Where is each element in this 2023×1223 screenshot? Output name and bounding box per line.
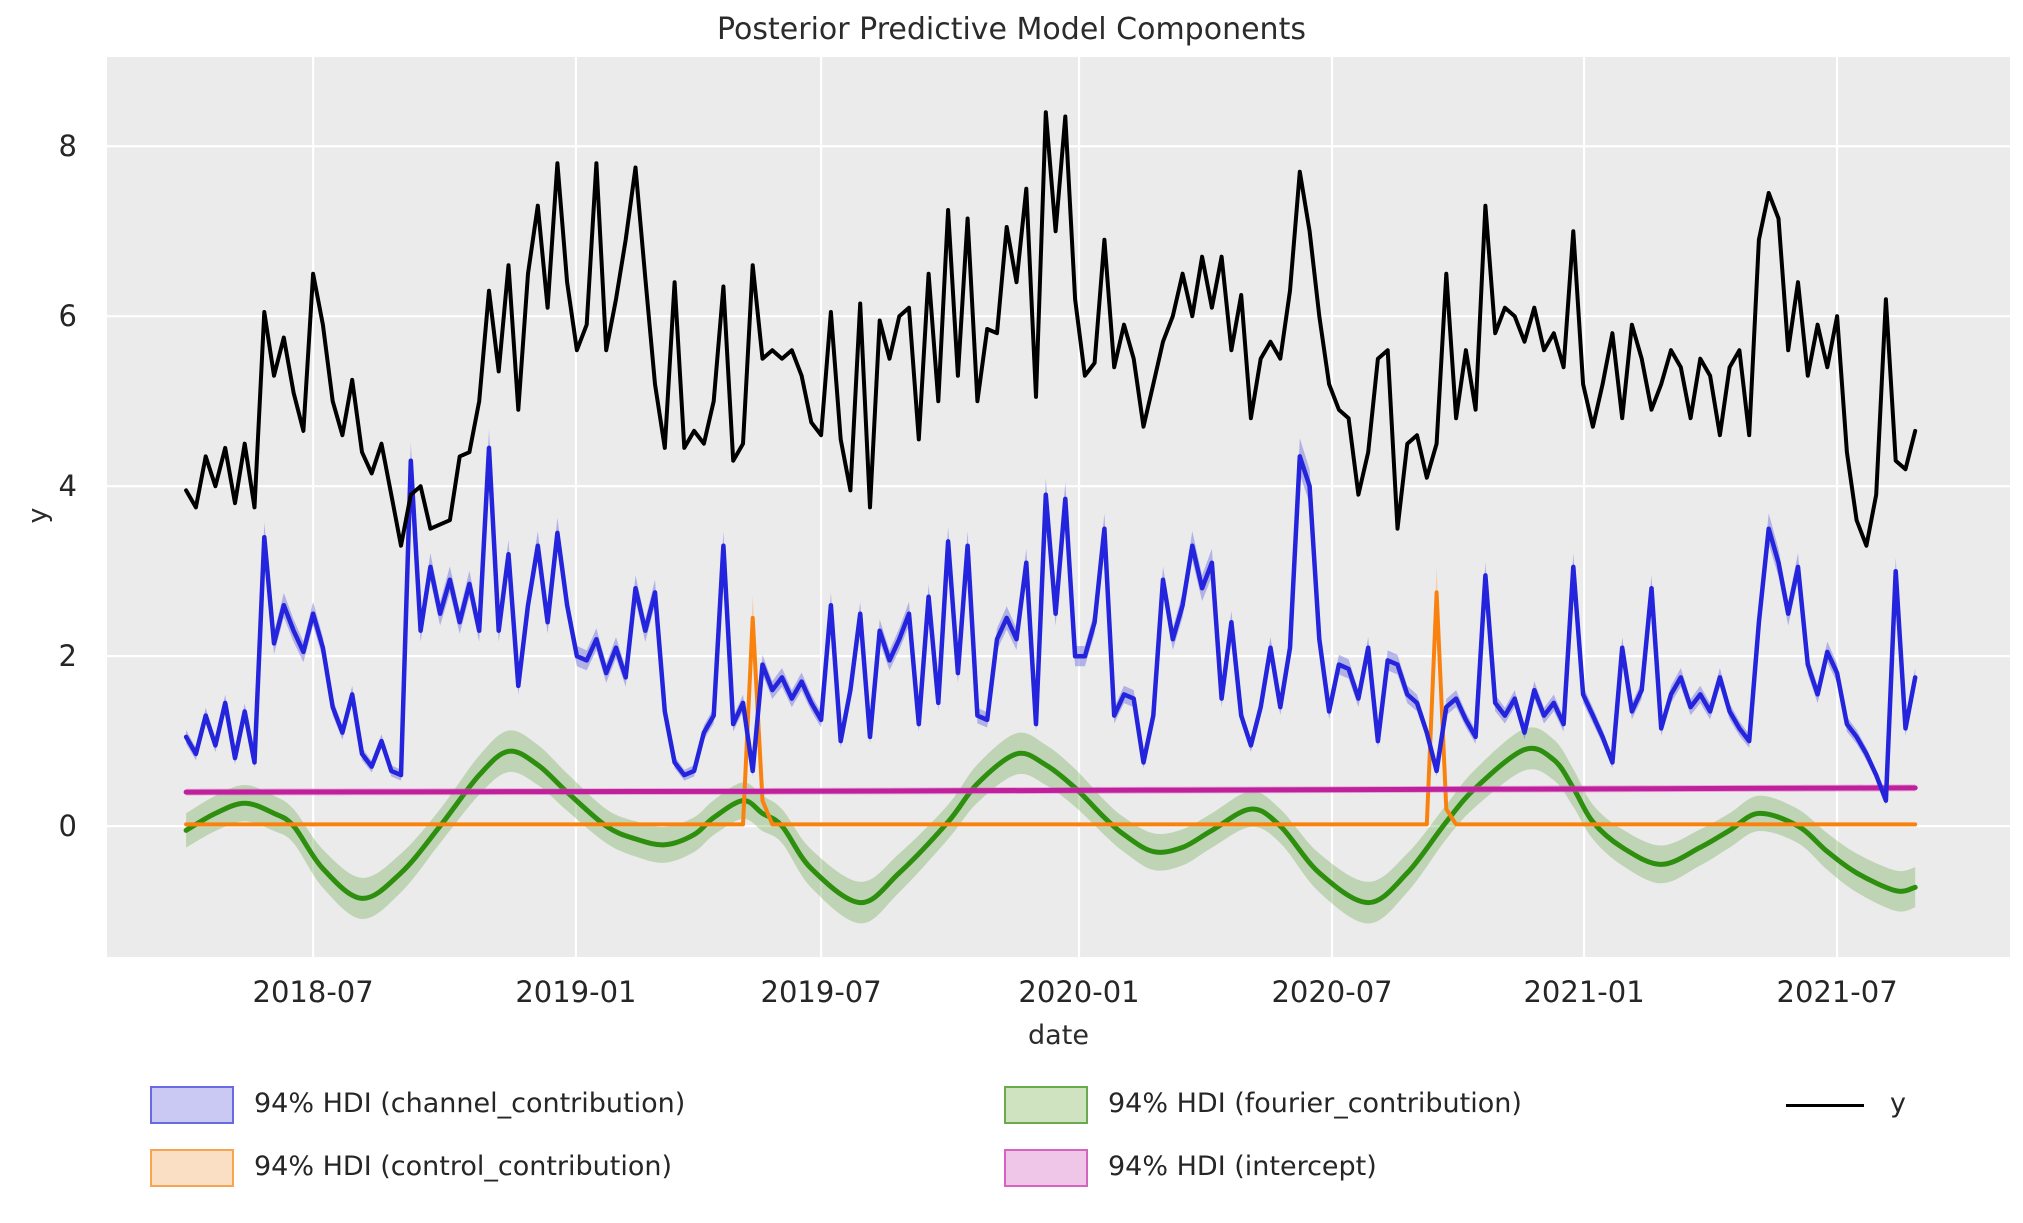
y-tick-label: 4 [59, 469, 77, 503]
fourier_contribution-line [183, 745, 1918, 906]
legend-label-fourier: 94% HDI (fourier_contribution) [1108, 1088, 1522, 1119]
x-tick-label: 2019-07 [761, 975, 882, 1009]
y-tick-label: 8 [59, 129, 77, 163]
series-group [183, 110, 1918, 924]
intercept-line [183, 785, 1918, 795]
x-tick-label: 2019-01 [515, 975, 636, 1009]
fourier_contribution-hdi-band [186, 727, 1916, 924]
x-tick-label: 2021-07 [1777, 975, 1898, 1009]
x-tick-label: 2021-01 [1523, 975, 1644, 1009]
intercept-hdi-swatch [1004, 1149, 1088, 1187]
y-tick-label: 6 [59, 299, 77, 333]
chart-title: Posterior Predictive Model Components [717, 12, 1306, 47]
fourier-hdi-swatch [1004, 1086, 1088, 1124]
channel_contribution-line [183, 445, 1918, 803]
y-line-swatch [1786, 1104, 1864, 1107]
y-tick-label: 2 [59, 639, 77, 673]
x-tick-label: 2020-07 [1271, 975, 1392, 1009]
x-axis-label: date [1028, 1020, 1089, 1051]
y-line [184, 110, 1918, 548]
legend-label-control: 94% HDI (control_contribution) [254, 1151, 673, 1182]
channel-hdi-swatch [150, 1086, 234, 1124]
legend-label-intercept: 94% HDI (intercept) [1108, 1151, 1377, 1182]
y-axis-label: y [22, 507, 54, 524]
y-tick-label: 0 [59, 809, 77, 843]
control-hdi-swatch [150, 1149, 234, 1187]
legend-label-channel: 94% HDI (channel_contribution) [254, 1088, 686, 1119]
x-tick-label: 2020-01 [1018, 975, 1139, 1009]
control_contribution-line [184, 590, 1918, 827]
legend-label-y: y [1890, 1088, 1906, 1119]
x-tick-label: 2018-07 [253, 975, 374, 1009]
